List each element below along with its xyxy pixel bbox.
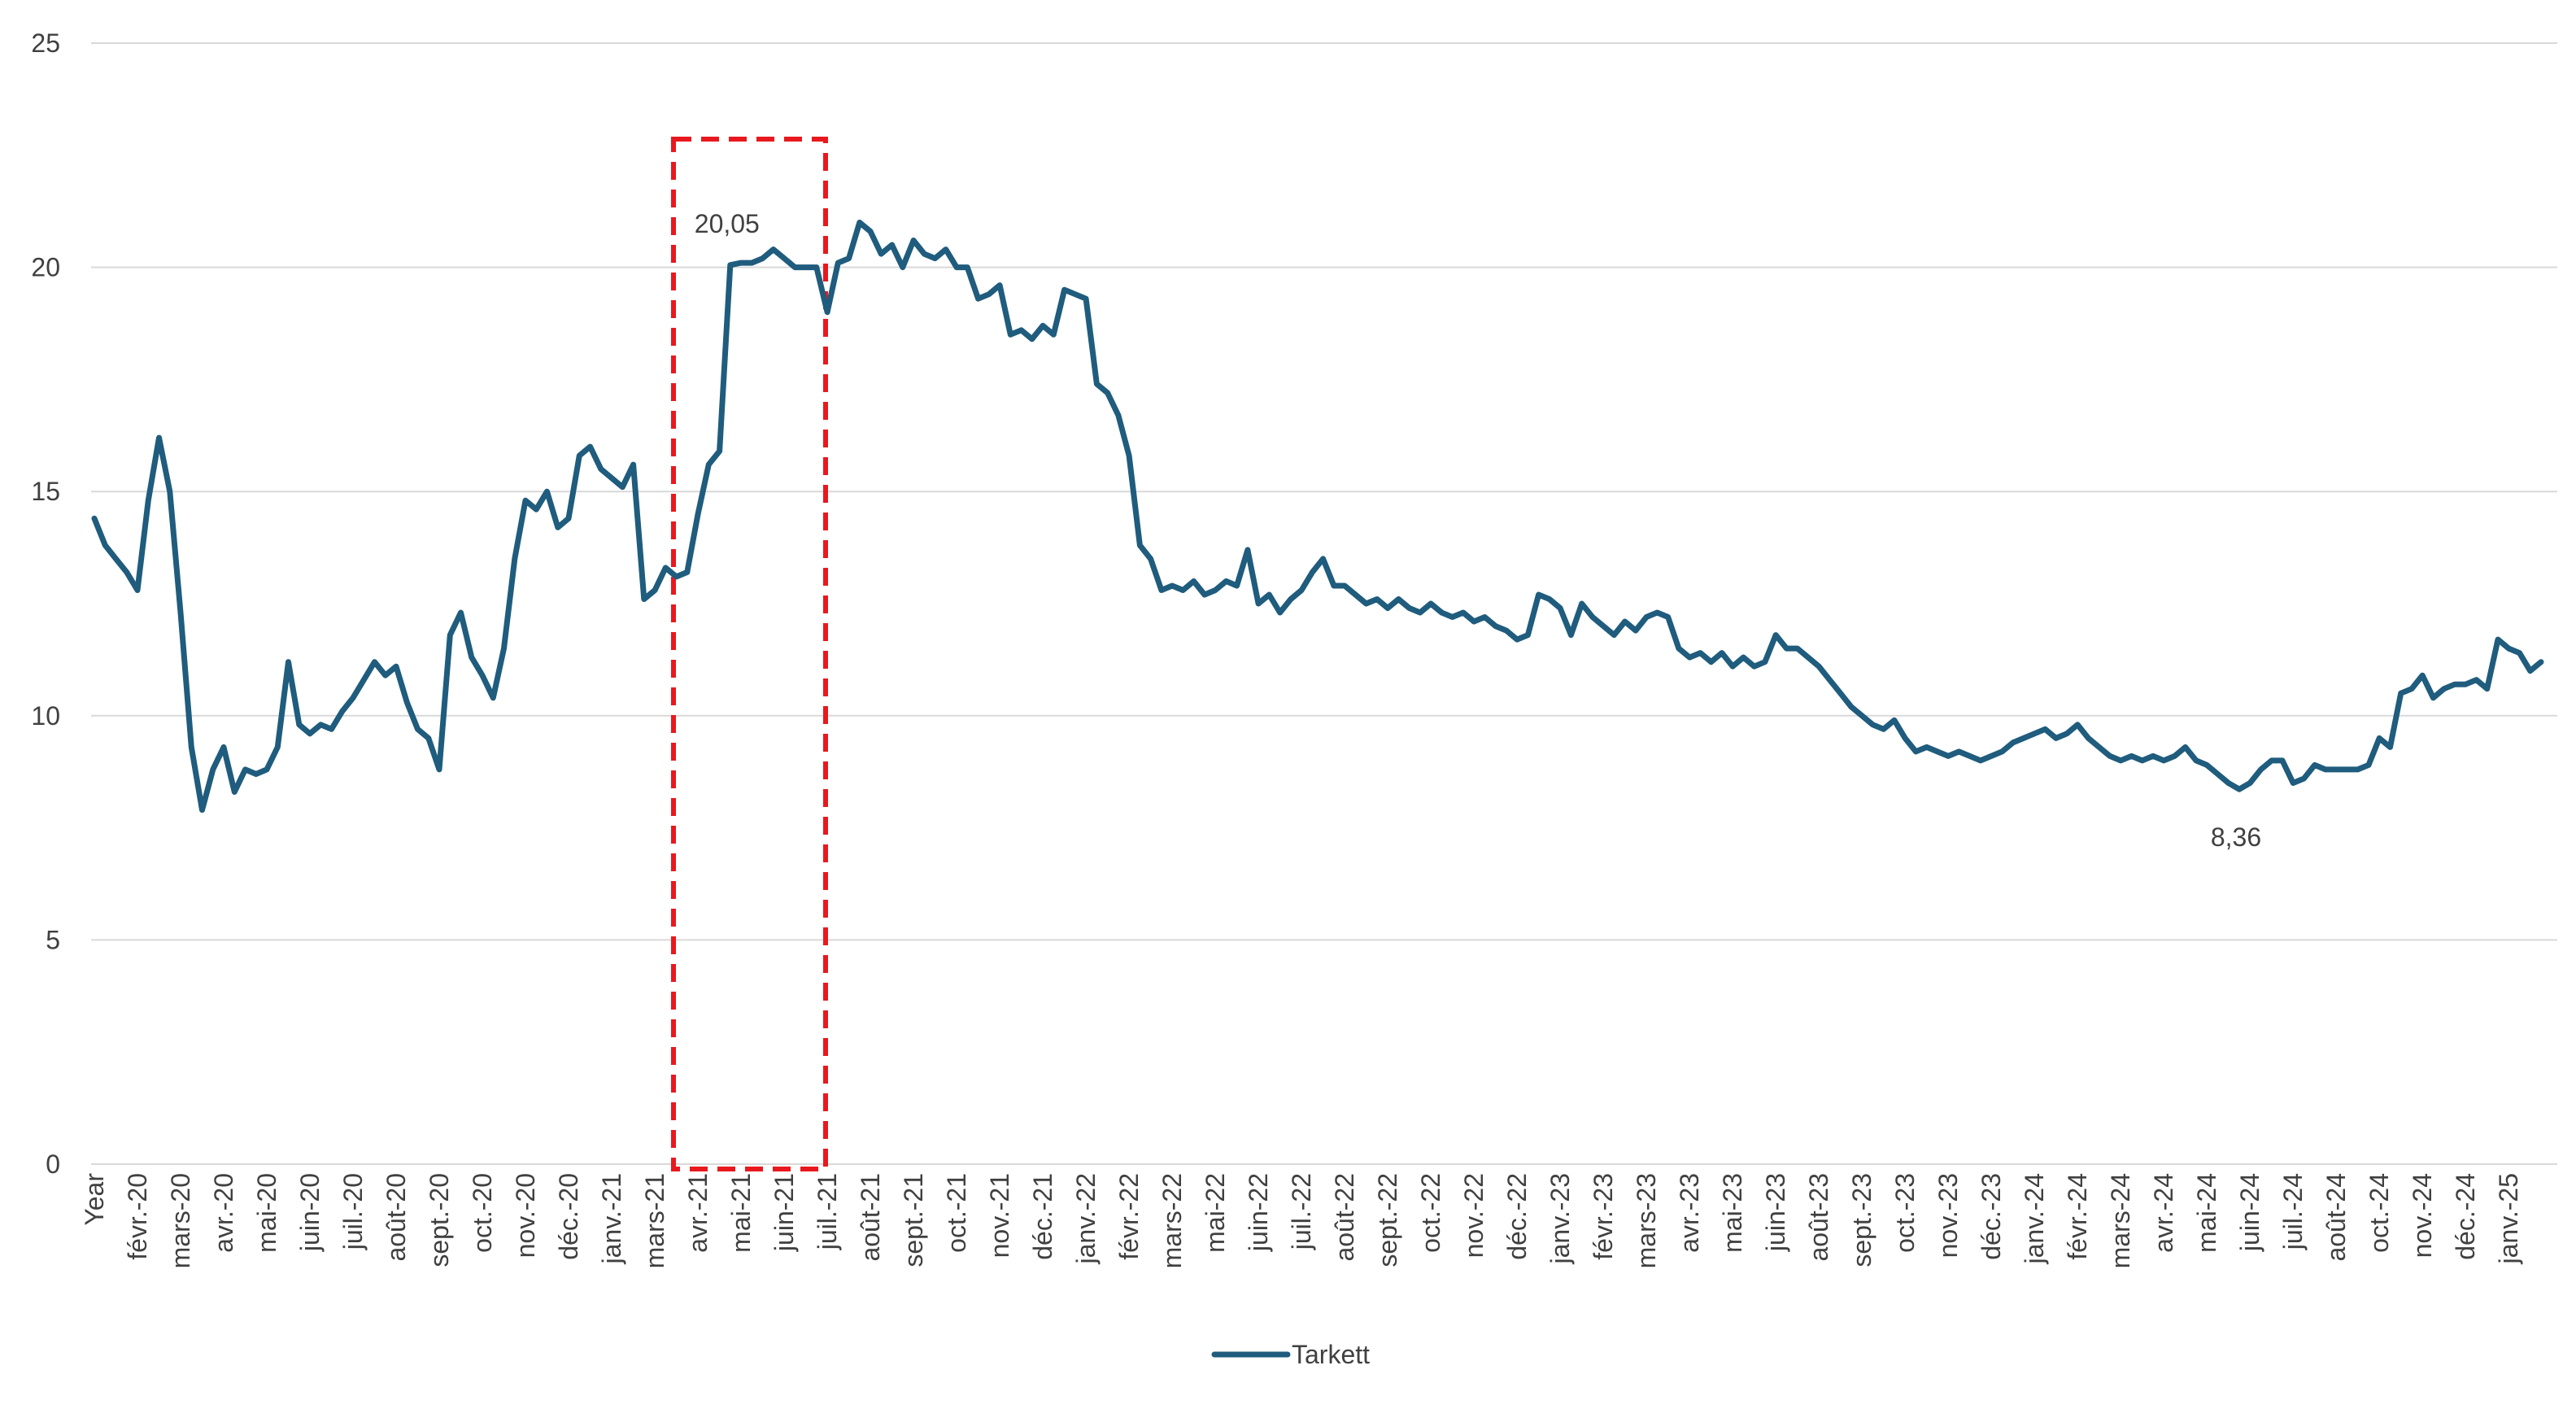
x-tick-label: août-23 (1804, 1173, 1833, 1262)
x-tick-label: juin-23 (1761, 1173, 1790, 1252)
x-tick-label: août-24 (2321, 1173, 2351, 1262)
x-tick-label: nov.-24 (2408, 1173, 2437, 1258)
x-tick-label: oct.-22 (1416, 1173, 1445, 1253)
x-tick-label: juin-22 (1244, 1173, 1273, 1252)
highlight-box (671, 137, 828, 1171)
x-tick-label: févr.-24 (2063, 1173, 2092, 1260)
x-tick-label: mai-23 (1718, 1173, 1747, 1253)
x-tick-label: oct.-20 (468, 1173, 497, 1253)
x-tick-label: avr.-21 (683, 1173, 713, 1253)
x-tick-label: mars-22 (1157, 1173, 1187, 1268)
x-tick-label: sept.-22 (1373, 1173, 1402, 1267)
x-tick-label: juin-24 (2235, 1173, 2264, 1252)
y-tick-label: 25 (31, 28, 60, 58)
grid (91, 42, 2557, 1165)
x-tick-label: févr.-23 (1589, 1173, 1618, 1260)
x-tick-label: déc.-24 (2451, 1173, 2480, 1260)
x-tick-label: janv.-23 (1545, 1173, 1575, 1264)
x-tick-label: févr.-20 (123, 1173, 152, 1260)
x-tick-label: oct.-23 (1890, 1173, 1920, 1253)
labels: 0 5 10 15 20 25 Year févr.-20 mars-20 avr.-20 mai-… (31, 28, 2523, 1369)
x-tick-label: nov.-22 (1459, 1173, 1489, 1258)
x-tick-label: mai-21 (726, 1173, 756, 1253)
x-tick-label: janv.-25 (2494, 1173, 2523, 1264)
x-tick-label: oct.-24 (2365, 1173, 2394, 1253)
x-tick-label: avr.-20 (209, 1173, 238, 1253)
x-tick-label: août-20 (381, 1173, 411, 1262)
y-tick-label: 20 (31, 253, 60, 282)
data-label: 8,36 (2211, 822, 2261, 852)
y-tick-label: 15 (31, 477, 60, 506)
x-tick-label: nov.-23 (1933, 1173, 1963, 1258)
x-tick-label: déc.-23 (1977, 1173, 2006, 1260)
plot (91, 220, 2544, 814)
x-tick-label: avr.-24 (2149, 1173, 2178, 1253)
x-tick-label: juil.-20 (338, 1173, 368, 1250)
x-tick-label: mars-20 (166, 1173, 195, 1268)
x-tick-label: déc.-21 (1028, 1173, 1057, 1260)
x-tick-label: janv.-24 (2020, 1173, 2049, 1264)
x-tick-label: sept.-21 (899, 1173, 928, 1267)
x-tick-label: janv.-21 (597, 1173, 626, 1264)
x-tick-label: mai-22 (1201, 1173, 1230, 1253)
x-tick-label: juil.-21 (813, 1173, 842, 1250)
x-tick-label: mars-24 (2106, 1173, 2135, 1268)
x-tick-label: nov.-20 (511, 1173, 540, 1258)
x-tick-label: juil.-24 (2278, 1173, 2308, 1250)
legend-label: Tarkett (1292, 1340, 1370, 1369)
x-tick-label: déc.-22 (1502, 1173, 1532, 1260)
x-tick-label: sept.-20 (425, 1173, 454, 1267)
y-tick-label: 5 (46, 925, 60, 954)
data-line (91, 220, 2544, 814)
y-tick-label: 0 (46, 1149, 60, 1179)
x-tick-label: juin-21 (769, 1173, 799, 1252)
x-tick-label: mars-23 (1632, 1173, 1661, 1268)
x-tick-label: nov.-21 (985, 1173, 1014, 1258)
x-tick-label: sept.-23 (1847, 1173, 1876, 1267)
x-tick-label: Year (80, 1173, 109, 1226)
x-tick-label: mai-24 (2192, 1173, 2221, 1253)
x-tick-label: avr.-23 (1675, 1173, 1704, 1253)
x-tick-label: déc.-20 (554, 1173, 583, 1260)
y-tick-label: 10 (31, 701, 60, 731)
x-tick-label: août-22 (1330, 1173, 1359, 1262)
x-tick-label: janv.-22 (1071, 1173, 1101, 1264)
data-label: 20,05 (695, 209, 760, 238)
x-tick-label: févr.-22 (1114, 1173, 1144, 1260)
x-tick-label: oct.-21 (942, 1173, 971, 1253)
x-tick-label: août-21 (856, 1173, 885, 1262)
x-tick-label: juil.-22 (1287, 1173, 1316, 1250)
x-tick-label: juin-20 (295, 1173, 325, 1252)
x-tick-label: mai-20 (252, 1173, 281, 1253)
x-tick-label: mars-21 (640, 1173, 669, 1268)
